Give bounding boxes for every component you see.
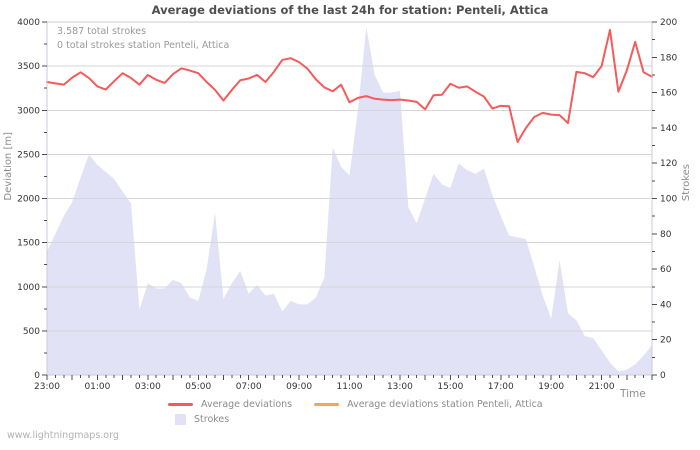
left-axis-tick-label: 2500: [17, 150, 40, 160]
right-axis-tick-label: 200: [660, 18, 677, 28]
legend-item-station-deviations: Average deviations station Penteli, Atti…: [314, 399, 543, 410]
left-axis-title: Deviation [m]: [3, 132, 14, 201]
x-axis-tick-label: 23:00: [34, 382, 60, 392]
right-axis-tick-label: 160: [660, 89, 677, 99]
legend-item-average-deviations: Average deviations: [168, 399, 292, 410]
right-axis-title: Strokes: [681, 164, 692, 202]
left-axis-tick-label: 0: [34, 371, 40, 381]
legend-row-1: Average deviations Average deviations st…: [168, 398, 565, 411]
watermark: www.lightningmaps.org: [7, 430, 119, 441]
x-axis-title: Time: [620, 388, 646, 400]
legend-item-strokes: Strokes: [168, 414, 229, 425]
right-axis-tick-label: 120: [660, 159, 677, 169]
left-axis-tick-label: 3500: [17, 62, 40, 72]
right-axis-tick-label: 40: [660, 300, 672, 310]
x-axis-tick-label: 09:00: [286, 382, 312, 392]
right-axis-tick-label: 180: [660, 53, 677, 63]
legend-label-strokes: Strokes: [194, 414, 230, 425]
left-axis-tick-label: 4000: [17, 18, 40, 28]
x-axis-tick-label: 05:00: [185, 382, 211, 392]
total-strokes-annotation: 3.587 total strokes: [57, 26, 147, 37]
strokes-area: [47, 27, 652, 376]
right-axis-tick-label: 140: [660, 124, 677, 134]
x-axis-tick-label: 21:00: [589, 382, 615, 392]
x-axis-tick-label: 13:00: [387, 382, 413, 392]
legend-label-average-deviations: Average deviations: [201, 399, 293, 410]
strokes-area-swatch: [175, 414, 186, 425]
chart-title: Average deviations of the last 24h for s…: [151, 3, 549, 17]
left-axis-tick-label: 1000: [17, 283, 40, 293]
x-axis-tick-label: 03:00: [135, 382, 161, 392]
station-strokes-annotation: 0 total strokes station Penteli, Attica: [57, 39, 230, 51]
left-axis-tick-label: 3000: [17, 106, 40, 116]
right-axis-tick-label: 80: [660, 230, 672, 240]
legend: Average deviations Average deviations st…: [168, 398, 565, 428]
x-axis-tick-label: 07:00: [236, 382, 262, 392]
right-axis-tick-label: 20: [660, 336, 672, 346]
right-axis-tick-label: 60: [660, 265, 672, 275]
left-axis-tick-label: 1500: [17, 239, 40, 249]
legend-label-station-deviations: Average deviations station Penteli, Atti…: [347, 399, 543, 410]
plot-annotations: 3.587 total strokes 0 total strokes stat…: [57, 25, 229, 52]
left-axis-tick-label: 500: [23, 327, 40, 337]
x-axis-tick-label: 11:00: [337, 382, 363, 392]
x-axis-tick-label: 19:00: [538, 382, 564, 392]
x-axis-tick-label: 15:00: [437, 382, 463, 392]
right-axis-tick-label: 0: [660, 371, 666, 381]
average-deviations-line-swatch: [168, 403, 193, 406]
average-deviations-line: [46, 28, 653, 144]
x-axis-tick-label: 01:00: [84, 382, 110, 392]
x-axis-tick-label: 17:00: [488, 382, 514, 392]
left-axis-tick-label: 2000: [17, 195, 40, 205]
right-axis-tick-label: 100: [660, 195, 677, 205]
legend-row-2: Strokes: [168, 413, 565, 426]
station-deviations-line-swatch: [314, 403, 340, 406]
